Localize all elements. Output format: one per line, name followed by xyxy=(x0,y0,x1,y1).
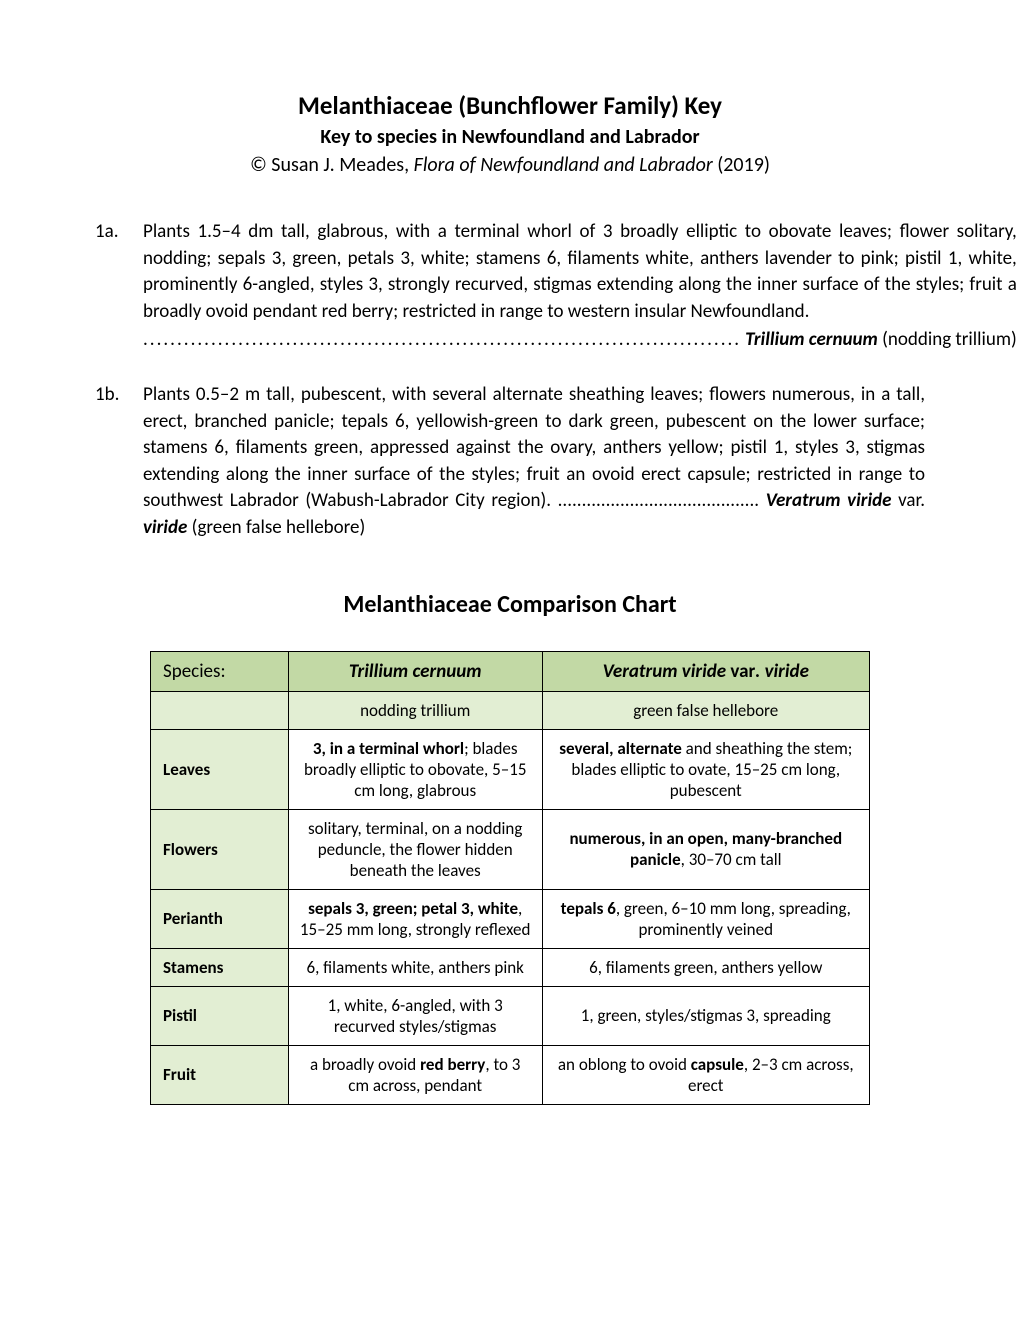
cell-pistil-2: 1, green, styles/stigmas 3, spreading xyxy=(542,986,869,1045)
key-text: Plants 1.5–4 dm tall, glabrous, with a t… xyxy=(143,219,1017,354)
row-label: Pistil xyxy=(151,986,289,1045)
pre-text: a broadly ovoid xyxy=(310,1054,420,1075)
rest-text: , green, 6–10 mm long, spreading, promin… xyxy=(616,898,851,940)
cell-leaves-2: several, alternate and sheathing the ste… xyxy=(542,729,869,809)
header-species-1: Trillium cernuum xyxy=(288,651,542,691)
table-row-flowers: Flowers solitary, terminal, on a nodding… xyxy=(151,809,870,889)
key-number: 1b. xyxy=(95,382,143,542)
inline-dots: ........................................… xyxy=(558,489,759,512)
table-row-fruit: Fruit a broadly ovoid red berry, to 3 cm… xyxy=(151,1045,870,1104)
row-label: Perianth xyxy=(151,889,289,948)
header-species-label: Species: xyxy=(151,651,289,691)
species-result: Trillium cernuum (nodding trillium) xyxy=(741,327,1017,354)
pre-text: an oblong to ovoid xyxy=(558,1054,691,1075)
subheader-common-2: green false hellebore xyxy=(542,691,869,729)
table-subheader-row: nodding trillium green false hellebore xyxy=(151,691,870,729)
cell-stamens-1: 6, filaments white, anthers pink xyxy=(288,948,542,986)
bold-text: tepals 6 xyxy=(561,898,616,919)
bold-text: 3, in a terminal whorl xyxy=(313,738,464,759)
cell-fruit-1: a broadly ovoid red berry, to 3 cm acros… xyxy=(288,1045,542,1104)
species2-latin: Veratrum viride xyxy=(603,660,726,683)
subheader-common-1: nodding trillium xyxy=(288,691,542,729)
cell-pistil-1: 1, white, 6-angled, with 3 recurved styl… xyxy=(288,986,542,1045)
author-line: © Susan J. Meades, Flora of Newfoundland… xyxy=(95,153,925,177)
cell-flowers-2: numerous, in an open, many-branched pani… xyxy=(542,809,869,889)
bold-text: several, alternate xyxy=(559,738,682,759)
page-title: Melanthiaceae (Bunchflower Family) Key xyxy=(95,90,925,121)
comparison-table: Species: Trillium cernuum Veratrum virid… xyxy=(150,651,870,1105)
bold-text: sepals 3, green; petal 3, white xyxy=(308,898,518,919)
bold-text: capsule xyxy=(691,1054,744,1075)
subheader-empty xyxy=(151,691,289,729)
key-description: Plants 1.5–4 dm tall, glabrous, with a t… xyxy=(143,220,1017,323)
row-label: Fruit xyxy=(151,1045,289,1104)
species2-variety: . viride xyxy=(755,660,809,683)
header-species-2: Veratrum viride var. viride xyxy=(542,651,869,691)
species-latin: Trillium cernuum xyxy=(745,328,878,351)
species-common: (nodding trillium) xyxy=(878,328,1017,351)
author-work-italic: Flora of Newfoundland and Labrador xyxy=(414,153,713,177)
cell-fruit-2: an oblong to ovoid capsule, 2–3 cm acros… xyxy=(542,1045,869,1104)
cell-stamens-2: 6, filaments green, anthers yellow xyxy=(542,948,869,986)
key-item-1a: 1a. Plants 1.5–4 dm tall, glabrous, with… xyxy=(95,219,925,354)
cell-perianth-2: tepals 6, green, 6–10 mm long, spreading… xyxy=(542,889,869,948)
page-subtitle: Key to species in Newfoundland and Labra… xyxy=(95,125,925,149)
row-label: Stamens xyxy=(151,948,289,986)
table-row-pistil: Pistil 1, white, 6-angled, with 3 recurv… xyxy=(151,986,870,1045)
cell-flowers-1: solitary, terminal, on a nodding peduncl… xyxy=(288,809,542,889)
species-latin: Veratrum viride xyxy=(766,489,892,512)
table-header-row: Species: Trillium cernuum Veratrum virid… xyxy=(151,651,870,691)
author-prefix: © Susan J. Meades, xyxy=(250,153,414,177)
bold-text: red berry xyxy=(420,1054,485,1075)
dot-leader: ........................................… xyxy=(143,327,741,354)
table-row-stamens: Stamens 6, filaments white, anthers pink… xyxy=(151,948,870,986)
var-label: var xyxy=(726,660,755,683)
key-item-1b: 1b. Plants 0.5–2 m tall, pubescent, with… xyxy=(95,382,925,542)
species-variety: viride xyxy=(143,516,187,539)
row-label: Flowers xyxy=(151,809,289,889)
table-row-leaves: Leaves 3, in a terminal whorl; blades br… xyxy=(151,729,870,809)
key-number: 1a. xyxy=(95,219,143,354)
dotted-leader-line: ........................................… xyxy=(143,327,1017,354)
var-text: var. xyxy=(891,489,925,512)
author-suffix: (2019) xyxy=(713,153,770,177)
species1-latin: Trillium cernuum xyxy=(349,660,482,683)
row-label: Leaves xyxy=(151,729,289,809)
species-common: (green false hellebore) xyxy=(187,516,365,539)
cell-leaves-1: 3, in a terminal whorl; blades broadly e… xyxy=(288,729,542,809)
cell-perianth-1: sepals 3, green; petal 3, white, 15–25 m… xyxy=(288,889,542,948)
table-row-perianth: Perianth sepals 3, green; petal 3, white… xyxy=(151,889,870,948)
comparison-chart-title: Melanthiaceae Comparison Chart xyxy=(95,590,925,619)
key-text: Plants 0.5–2 m tall, pubescent, with sev… xyxy=(143,382,925,542)
rest-text: , 30–70 cm tall xyxy=(681,849,782,870)
